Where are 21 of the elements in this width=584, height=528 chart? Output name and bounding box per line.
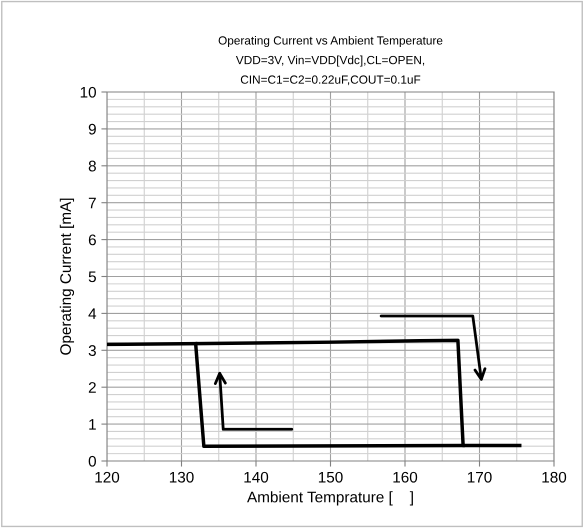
- y-tick-label: 4: [88, 308, 96, 319]
- x-tick-label: 170: [468, 472, 492, 483]
- y-tick-label: 3: [88, 345, 96, 356]
- x-axis-title: Ambient Temprature [ ]: [247, 491, 413, 506]
- y-tick-label: 9: [88, 124, 96, 135]
- x-tick-label: 150: [318, 472, 343, 483]
- x-tick-label: 120: [95, 472, 120, 483]
- y-tick-label: 2: [88, 382, 96, 393]
- y-tick-label: 8: [88, 160, 96, 172]
- x-tick-label: 160: [393, 472, 418, 483]
- x-tick-label: 180: [542, 472, 566, 483]
- chart-title: Operating Current vs Ambient Temperature VDD=3V, Vin=VDD[Vdc],CL=OPEN, CIN=C1=C2=0.22uF,COUT=0.1uF: [218, 36, 442, 86]
- y-tick-label: 1: [89, 419, 96, 430]
- y-tick-label: 7: [88, 198, 96, 208]
- x-tick-label: 140: [244, 472, 268, 483]
- y-tick-label: 6: [88, 234, 96, 246]
- y-tick-label: 5: [88, 272, 96, 282]
- y-axis-title: Operating Current [mA]: [60, 198, 74, 355]
- x-tick-label: 130: [170, 472, 194, 483]
- y-tick-label: 10: [80, 86, 96, 98]
- y-tick-label: 0: [88, 456, 96, 467]
